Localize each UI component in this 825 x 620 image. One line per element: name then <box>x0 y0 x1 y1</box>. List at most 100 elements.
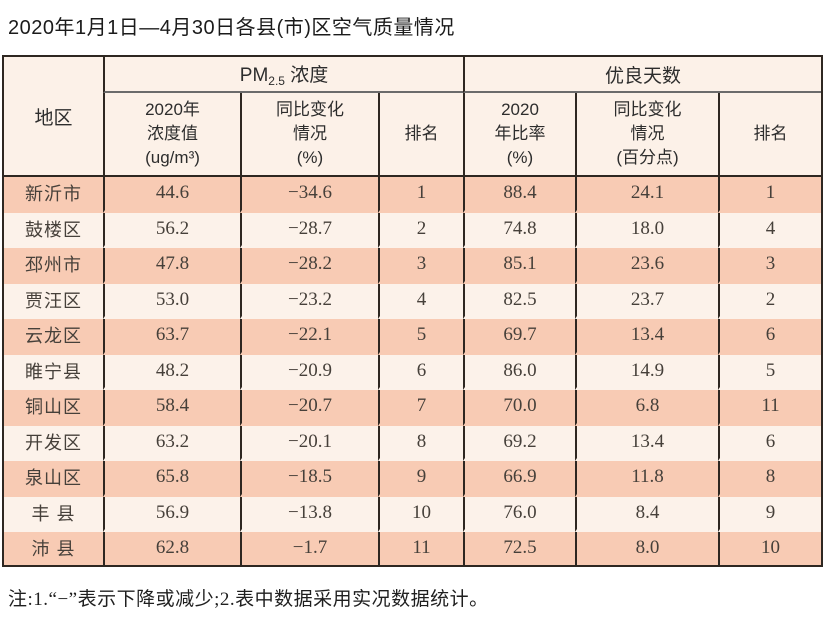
good-change-cell: 23.6 <box>575 248 718 284</box>
table-row: 云龙区 63.7 −22.1 5 69.7 13.4 6 <box>4 319 822 355</box>
pm-rank-cell: 7 <box>378 390 463 426</box>
table-row: 开发区 63.2 −20.1 8 69.2 13.4 6 <box>4 425 822 461</box>
good-change-cell: 23.7 <box>575 283 718 319</box>
pm-rank-cell: 1 <box>378 177 463 213</box>
column-header-region: 地区 <box>4 57 103 177</box>
pm-rank-cell: 9 <box>378 461 463 497</box>
pm-change-cell: −20.9 <box>240 354 378 390</box>
region-cell: 开发区 <box>4 425 103 461</box>
region-cell: 邳州市 <box>4 248 103 284</box>
pm-rank-cell: 2 <box>378 212 463 248</box>
pm-rank-cell: 4 <box>378 283 463 319</box>
table-row: 铜山区 58.4 −20.7 7 70.0 6.8 11 <box>4 390 822 426</box>
group-header-good-days: 优良天数 <box>463 57 822 93</box>
good-ratio-cell: 72.5 <box>463 532 575 565</box>
good-rank-cell: 11 <box>718 390 822 426</box>
pm-value-cell: 44.6 <box>103 177 240 213</box>
pm-rank-cell: 5 <box>378 319 463 355</box>
table-row: 泉山区 65.8 −18.5 9 66.9 11.8 8 <box>4 461 822 497</box>
pm-label-suffix: 浓度 <box>284 65 329 86</box>
good-ratio-cell: 85.1 <box>463 248 575 284</box>
table-row: 邳州市 47.8 −28.2 3 85.1 23.6 3 <box>4 248 822 284</box>
good-ratio-cell: 69.7 <box>463 319 575 355</box>
good-ratio-cell: 66.9 <box>463 461 575 497</box>
good-ratio-cell: 88.4 <box>463 177 575 213</box>
pm-rank-cell: 10 <box>378 496 463 532</box>
column-header-good-change: 同比变化 情况 (百分点) <box>575 93 718 177</box>
pm-value-cell: 63.2 <box>103 425 240 461</box>
good-rank-cell: 8 <box>718 461 822 497</box>
footnote: 注:1.“−”表示下降或减少;2.表中数据采用实况数据统计。 <box>8 588 489 610</box>
pm-change-cell: −20.1 <box>240 425 378 461</box>
good-rank-cell: 4 <box>718 212 822 248</box>
good-ratio-cell: 74.8 <box>463 212 575 248</box>
pm-change-cell: −34.6 <box>240 177 378 213</box>
region-cell: 新沂市 <box>4 177 103 213</box>
pm-value-cell: 62.8 <box>103 532 240 565</box>
column-header-pm-rank: 排名 <box>378 93 463 177</box>
pm-value-cell: 47.8 <box>103 248 240 284</box>
pm-change-cell: −13.8 <box>240 496 378 532</box>
pm-rank-cell: 8 <box>378 425 463 461</box>
pm-change-cell: −20.7 <box>240 390 378 426</box>
good-change-cell: 8.4 <box>575 496 718 532</box>
group-header-pm25: PM2.5 浓度 <box>103 57 463 93</box>
good-rank-cell: 1 <box>718 177 822 213</box>
table-row: 鼓楼区 56.2 −28.7 2 74.8 18.0 4 <box>4 212 822 248</box>
region-cell: 鼓楼区 <box>4 212 103 248</box>
pm-rank-cell: 6 <box>378 354 463 390</box>
pm-value-cell: 58.4 <box>103 390 240 426</box>
air-quality-table: 地区 PM2.5 浓度 优良天数 2020年 浓度值 (ug/m³) 同比变化 … <box>2 55 824 567</box>
pm-value-cell: 48.2 <box>103 354 240 390</box>
good-change-cell: 18.0 <box>575 212 718 248</box>
region-cell: 贾汪区 <box>4 283 103 319</box>
pm-change-cell: −28.2 <box>240 248 378 284</box>
column-header-pm-change: 同比变化 情况 (%) <box>240 93 378 177</box>
good-rank-cell: 2 <box>718 283 822 319</box>
good-change-cell: 13.4 <box>575 319 718 355</box>
region-cell: 云龙区 <box>4 319 103 355</box>
good-rank-cell: 10 <box>718 532 822 565</box>
pm-change-cell: −1.7 <box>240 532 378 565</box>
column-header-good-rank: 排名 <box>718 93 822 177</box>
good-change-cell: 11.8 <box>575 461 718 497</box>
table-body: 新沂市 44.6 −34.6 1 88.4 24.1 1 鼓楼区 56.2 −28.7 2 74.8 1… <box>4 177 822 565</box>
good-rank-cell: 6 <box>718 425 822 461</box>
pm-rank-cell: 3 <box>378 248 463 284</box>
good-ratio-cell: 86.0 <box>463 354 575 390</box>
pm-change-cell: −28.7 <box>240 212 378 248</box>
pm-value-cell: 63.7 <box>103 319 240 355</box>
column-header-pm-value: 2020年 浓度值 (ug/m³) <box>103 93 240 177</box>
good-change-cell: 24.1 <box>575 177 718 213</box>
good-ratio-cell: 76.0 <box>463 496 575 532</box>
table-row: 贾汪区 53.0 −23.2 4 82.5 23.7 2 <box>4 283 822 319</box>
good-change-cell: 13.4 <box>575 425 718 461</box>
pm-label-prefix: PM <box>239 65 269 86</box>
page-title: 2020年1月1日—4月30日各县(市)区空气质量情况 <box>8 17 455 39</box>
region-cell: 丰 县 <box>4 496 103 532</box>
region-cell: 沛 县 <box>4 532 103 565</box>
region-cell: 睢宁县 <box>4 354 103 390</box>
pm-value-cell: 53.0 <box>103 283 240 319</box>
pm-change-cell: −23.2 <box>240 283 378 319</box>
region-cell: 泉山区 <box>4 461 103 497</box>
table-row: 睢宁县 48.2 −20.9 6 86.0 14.9 5 <box>4 354 822 390</box>
good-ratio-cell: 82.5 <box>463 283 575 319</box>
good-rank-cell: 5 <box>718 354 822 390</box>
table-header: 地区 PM2.5 浓度 优良天数 2020年 浓度值 (ug/m³) 同比变化 … <box>4 57 822 177</box>
pm-rank-cell: 11 <box>378 532 463 565</box>
good-rank-cell: 6 <box>718 319 822 355</box>
pm-change-cell: −18.5 <box>240 461 378 497</box>
good-change-cell: 8.0 <box>575 532 718 565</box>
good-rank-cell: 9 <box>718 496 822 532</box>
good-change-cell: 6.8 <box>575 390 718 426</box>
pm-change-cell: −22.1 <box>240 319 378 355</box>
good-ratio-cell: 69.2 <box>463 425 575 461</box>
pm-label-subscript: 2.5 <box>268 74 285 88</box>
good-rank-cell: 3 <box>718 248 822 284</box>
column-header-good-ratio: 2020 年比率 (%) <box>463 93 575 177</box>
table-row: 丰 县 56.9 −13.8 10 76.0 8.4 9 <box>4 496 822 532</box>
table-row: 新沂市 44.6 −34.6 1 88.4 24.1 1 <box>4 177 822 213</box>
good-ratio-cell: 70.0 <box>463 390 575 426</box>
table-row: 沛 县 62.8 −1.7 11 72.5 8.0 10 <box>4 532 822 565</box>
